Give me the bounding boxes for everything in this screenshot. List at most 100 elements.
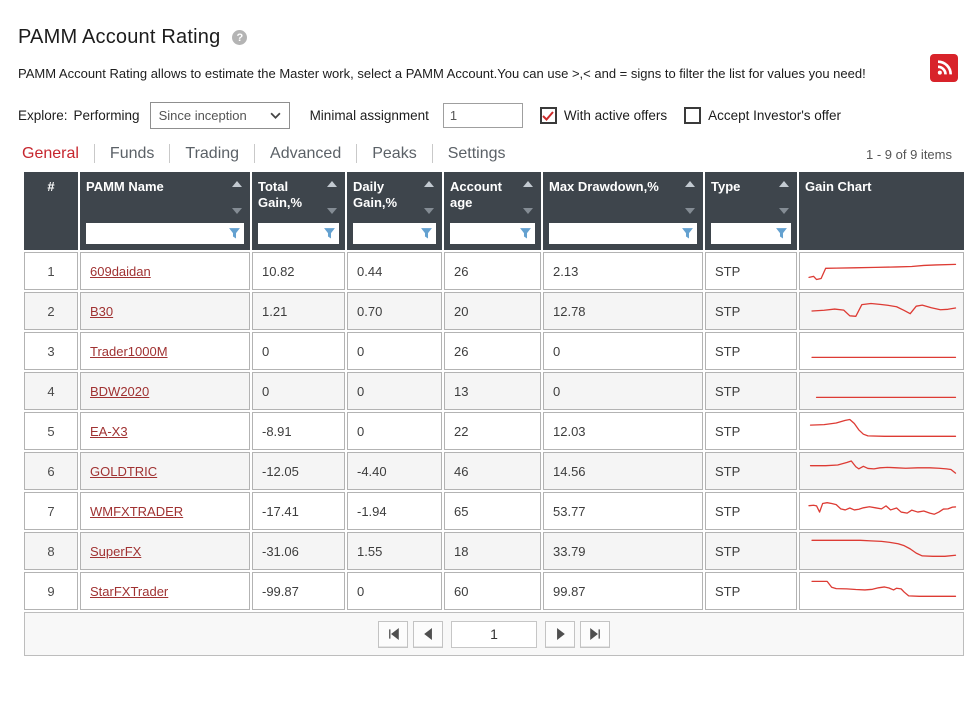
sort-arrows-total_gain[interactable]	[327, 178, 339, 214]
accept-investors-offer-checkbox[interactable]	[684, 107, 702, 124]
page-next-button[interactable]	[545, 620, 575, 648]
filter-input-type[interactable]	[711, 223, 791, 244]
minimal-assignment-input[interactable]	[442, 103, 523, 128]
rss-icon[interactable]	[930, 54, 958, 82]
sort-arrows-max_drawdown[interactable]	[685, 178, 697, 214]
gain-sparkline	[806, 255, 957, 287]
sort-up-icon[interactable]	[424, 181, 434, 187]
pamm-link[interactable]: SuperFX	[90, 543, 142, 559]
tab-advanced[interactable]: Advanced	[270, 144, 342, 162]
filter-input-total_gain[interactable]	[258, 223, 339, 244]
table-row: 9 StarFXTrader -99.87 0 60 99.87 STP	[24, 572, 964, 610]
tab-separator	[356, 144, 358, 163]
tab-peaks[interactable]: Peaks	[372, 144, 417, 162]
pamm-link[interactable]: Trader1000M	[90, 343, 168, 359]
cell-gain-chart	[799, 572, 964, 610]
cell-age: 46	[444, 452, 541, 490]
pamm-link[interactable]: WMFXTRADER	[90, 503, 184, 519]
first-page-icon	[388, 628, 399, 640]
filter-funnel-icon[interactable]	[228, 227, 241, 240]
cell-gain-chart	[799, 372, 964, 410]
tab-funds[interactable]: Funds	[109, 144, 155, 162]
explore-label: Explore:	[18, 108, 68, 123]
cell-max-drawdown: 2.13	[543, 252, 703, 290]
cell-age: 18	[444, 532, 541, 570]
table-row: 2 B30 1.21 0.70 20 12.78 STP	[24, 292, 964, 330]
checkmark-icon	[542, 110, 555, 121]
page-title: PAMM Account Rating	[18, 26, 221, 48]
sort-down-icon[interactable]	[327, 208, 337, 214]
cell-daily-gain: 0.44	[347, 252, 442, 290]
help-icon[interactable]: ?	[232, 30, 248, 45]
tab-settings[interactable]: Settings	[447, 144, 506, 162]
page-first-button[interactable]	[378, 620, 408, 648]
pamm-link[interactable]: GOLDTRIC	[90, 463, 158, 479]
cell-max-drawdown: 0	[543, 372, 703, 410]
items-count: 1 - 9 of 9 items	[866, 147, 952, 162]
cell-total-gain: -17.41	[252, 492, 345, 530]
sort-arrows-age[interactable]	[523, 178, 535, 214]
tab-separator	[254, 144, 256, 163]
col-header-name[interactable]: PAMM Name	[80, 172, 250, 250]
with-active-offers-checkbox[interactable]	[539, 107, 557, 124]
cell-daily-gain: -1.94	[347, 492, 442, 530]
cell-name: B30	[80, 292, 250, 330]
period-select[interactable]: Since inception	[149, 102, 290, 129]
cell-name: StarFXTrader	[80, 572, 250, 610]
pamm-link[interactable]: StarFXTrader	[90, 583, 169, 599]
pamm-link[interactable]: B30	[90, 303, 114, 319]
col-header-max_drawdown[interactable]: Max Drawdown,%	[543, 172, 703, 250]
accept-investors-offer-option[interactable]: Accept Investor's offer	[684, 107, 841, 124]
cell-type: STP	[705, 292, 797, 330]
filter-input-age[interactable]	[450, 223, 535, 244]
pamm-rating-table: # PAMM Name Total Gain,% Daily Gain,% Accoun…	[22, 170, 966, 658]
filter-funnel-icon[interactable]	[519, 227, 532, 240]
col-header-daily_gain[interactable]: Daily Gain,%	[347, 172, 442, 250]
header-row: # PAMM Name Total Gain,% Daily Gain,% Accoun…	[24, 172, 964, 250]
filter-input-name[interactable]	[86, 223, 244, 244]
pamm-link[interactable]: 609daidan	[90, 263, 151, 279]
col-header-num: #	[24, 172, 78, 250]
table-row: 3 Trader1000M 0 0 26 0 STP	[24, 332, 964, 370]
filter-funnel-icon[interactable]	[323, 227, 336, 240]
col-header-age[interactable]: Account age	[444, 172, 541, 250]
pagination	[34, 620, 954, 648]
filter-funnel-icon[interactable]	[775, 227, 788, 240]
sort-down-icon[interactable]	[779, 208, 789, 214]
cell-gain-chart	[799, 252, 964, 290]
filter-input-daily_gain[interactable]	[353, 223, 436, 244]
filter-funnel-icon[interactable]	[681, 227, 694, 240]
sort-up-icon[interactable]	[779, 181, 789, 187]
cell-age: 65	[444, 492, 541, 530]
col-label-daily_gain: Daily Gain,%	[353, 179, 398, 211]
cell-name: 609daidan	[80, 252, 250, 290]
sort-down-icon[interactable]	[232, 208, 242, 214]
col-header-type[interactable]: Type	[705, 172, 797, 250]
pamm-link[interactable]: BDW2020	[90, 383, 150, 399]
last-page-icon	[589, 628, 600, 640]
sort-down-icon[interactable]	[424, 208, 434, 214]
filter-funnel-icon[interactable]	[420, 227, 433, 240]
sort-arrows-daily_gain[interactable]	[424, 178, 436, 214]
with-active-offers-option[interactable]: With active offers	[539, 107, 667, 124]
sort-arrows-name[interactable]	[232, 178, 244, 214]
table-footer	[24, 612, 964, 656]
minimal-assignment-label: Minimal assignment	[309, 108, 429, 123]
sort-up-icon[interactable]	[327, 181, 337, 187]
sort-up-icon[interactable]	[232, 181, 242, 187]
sort-down-icon[interactable]	[523, 208, 533, 214]
sort-up-icon[interactable]	[685, 181, 695, 187]
sort-down-icon[interactable]	[685, 208, 695, 214]
col-label-age: Account age	[450, 179, 502, 211]
sort-arrows-type[interactable]	[779, 178, 791, 214]
sort-up-icon[interactable]	[523, 181, 533, 187]
page-number-input[interactable]	[451, 620, 537, 648]
tab-general[interactable]: General	[22, 144, 79, 162]
tab-trading[interactable]: Trading	[185, 144, 240, 162]
filter-input-max_drawdown[interactable]	[549, 223, 697, 244]
page-prev-button[interactable]	[413, 620, 443, 648]
pamm-link[interactable]: EA-X3	[90, 423, 128, 439]
col-header-total_gain[interactable]: Total Gain,%	[252, 172, 345, 250]
page-last-button[interactable]	[580, 620, 610, 648]
cell-type: STP	[705, 332, 797, 370]
